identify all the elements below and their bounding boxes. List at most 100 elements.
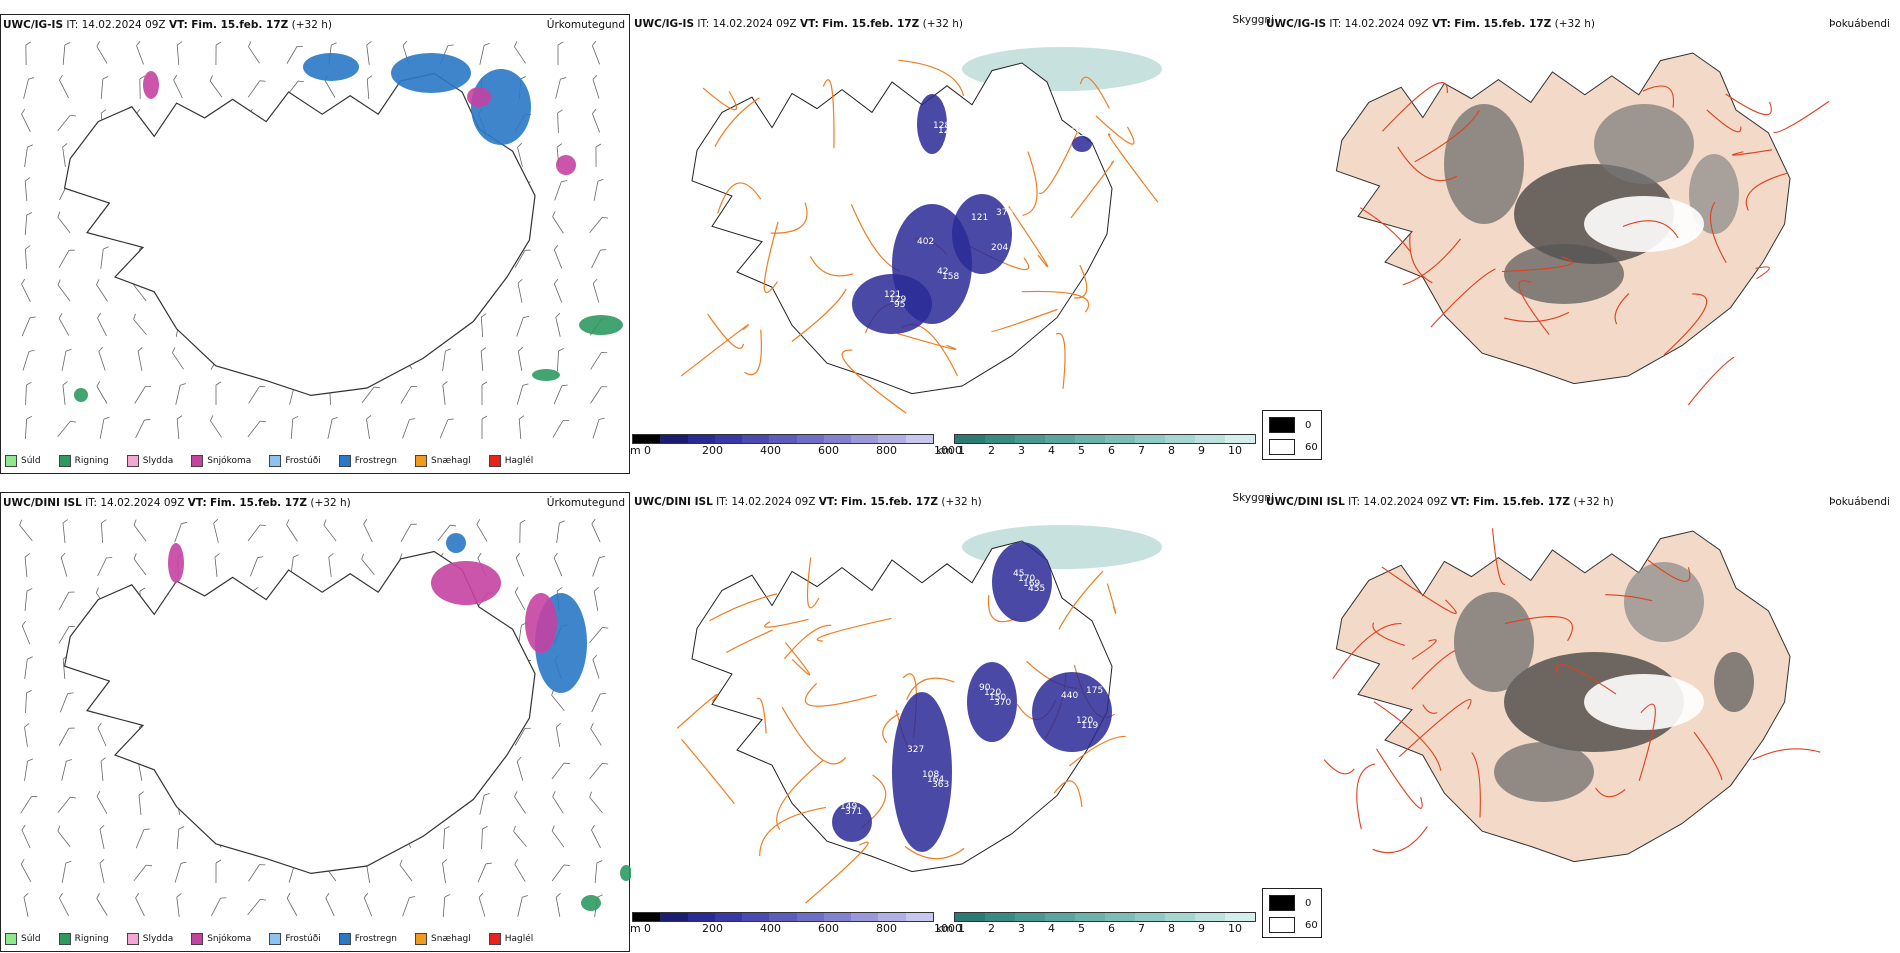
ceiling-panel-row2: UWC/DINI ISL IT: 14.02.2024 09Z VT: Fim.… bbox=[632, 492, 1262, 952]
legend-label: Súld bbox=[21, 934, 41, 944]
wind-barb bbox=[59, 726, 75, 749]
wind-barb bbox=[481, 348, 488, 371]
legend-label: Snæhagl bbox=[431, 456, 471, 466]
fog-map bbox=[1264, 492, 1894, 952]
wind-barb bbox=[25, 588, 32, 611]
wind-barb bbox=[442, 382, 450, 405]
wind-barb bbox=[26, 42, 31, 65]
wind-barb bbox=[443, 826, 449, 849]
legend-swatch bbox=[339, 455, 351, 467]
legend-item: Slydda bbox=[127, 455, 173, 467]
wind-barb bbox=[478, 893, 490, 916]
colorbar-segment bbox=[906, 435, 933, 443]
wind-barb bbox=[360, 554, 378, 575]
wind-barb bbox=[519, 416, 526, 439]
wind-barb bbox=[513, 791, 530, 813]
ceiling-tick: 0 bbox=[644, 444, 651, 457]
wind-barb bbox=[25, 212, 32, 235]
colorbar-segment bbox=[797, 913, 824, 921]
precip-panel-row1: UWC/IG-IS IT: 14.02.2024 09Z VT: Fim. 15… bbox=[0, 14, 630, 474]
wind-barb bbox=[20, 109, 35, 132]
legend-swatch bbox=[489, 933, 501, 945]
colorbar-segment bbox=[715, 435, 742, 443]
ceiling-value-label: 175 bbox=[1086, 686, 1103, 696]
wind-barb bbox=[26, 690, 32, 713]
legend-swatch bbox=[59, 933, 71, 945]
legend-swatch bbox=[59, 455, 71, 467]
wind-barb bbox=[18, 520, 36, 541]
wind-barb bbox=[518, 347, 527, 371]
colorbar-segment bbox=[769, 913, 796, 921]
road bbox=[744, 330, 761, 375]
legend-item: Frostúði bbox=[269, 455, 320, 467]
wind-barb bbox=[24, 758, 32, 781]
wind-barb bbox=[596, 144, 601, 167]
fog-indicator-area bbox=[1624, 562, 1704, 642]
low-ceiling-area bbox=[1032, 672, 1112, 752]
colorbar-segment bbox=[906, 913, 933, 921]
ceiling-tick: 200 bbox=[702, 444, 723, 457]
legend-label: Slydda bbox=[143, 934, 173, 944]
wind-barb bbox=[443, 894, 450, 917]
visibility-tick: 8 bbox=[1168, 444, 1175, 457]
wind-barb bbox=[518, 894, 528, 918]
wind-barb bbox=[175, 521, 187, 544]
colorbar-segment bbox=[985, 435, 1015, 443]
wind-barb bbox=[328, 553, 336, 576]
road bbox=[1377, 749, 1423, 808]
wind-barb bbox=[216, 42, 221, 65]
legend-item: Frostregn bbox=[339, 933, 397, 945]
wind-barb bbox=[171, 347, 188, 369]
visibility-tick: 6 bbox=[1108, 444, 1115, 457]
legend-label: Frostregn bbox=[355, 456, 397, 466]
colorbar-segment bbox=[985, 913, 1015, 921]
wind-barb bbox=[440, 417, 453, 440]
ceiling-value-label: 45 bbox=[1013, 569, 1024, 579]
wind-barb bbox=[95, 893, 111, 915]
visibility-colorbar bbox=[954, 434, 1256, 444]
wind-barb bbox=[592, 279, 603, 302]
wind-barb bbox=[514, 587, 529, 610]
wind-barb bbox=[362, 519, 377, 542]
colorbar-segment bbox=[1135, 435, 1165, 443]
visibility-unit: km bbox=[936, 922, 953, 935]
colorbar-segment bbox=[633, 435, 660, 443]
wind-barb bbox=[250, 555, 263, 578]
legend-label: Slydda bbox=[143, 456, 173, 466]
wind-barb bbox=[475, 519, 491, 541]
wind-barb bbox=[591, 41, 604, 64]
wind-barb bbox=[363, 893, 376, 916]
fog-indicator-area bbox=[1454, 592, 1534, 692]
visibility-tick: 5 bbox=[1078, 922, 1085, 935]
wind-barb bbox=[517, 383, 528, 406]
colorbar-segment bbox=[1225, 913, 1255, 921]
visibility-tick: 6 bbox=[1108, 922, 1115, 935]
visibility-unit: km bbox=[936, 444, 953, 457]
wind-barb bbox=[590, 825, 605, 848]
wind-barb bbox=[208, 76, 226, 98]
fog-map bbox=[1264, 14, 1894, 474]
wind-barb bbox=[517, 315, 529, 338]
legend-label: Snjókoma bbox=[207, 934, 251, 944]
precip-area bbox=[620, 865, 631, 881]
wind-barb bbox=[137, 347, 146, 371]
ceiling-value-label: 402 bbox=[917, 237, 934, 247]
ceiling-value-label: 376 bbox=[996, 208, 1013, 218]
wind-barb bbox=[177, 826, 184, 849]
colorbar-segment bbox=[851, 435, 878, 443]
legend-swatch bbox=[415, 455, 427, 467]
road bbox=[1107, 584, 1115, 614]
wind-barb bbox=[96, 313, 111, 336]
wind-barb bbox=[23, 893, 33, 917]
wind-barb bbox=[556, 893, 565, 917]
visibility-tick: 10 bbox=[1228, 922, 1242, 935]
colorbar-segment bbox=[824, 913, 851, 921]
wind-barb bbox=[136, 417, 151, 440]
ceiling-unit: m bbox=[630, 922, 641, 935]
precip-area bbox=[467, 87, 491, 107]
wind-barb bbox=[25, 178, 32, 201]
wind-barb bbox=[58, 893, 73, 916]
